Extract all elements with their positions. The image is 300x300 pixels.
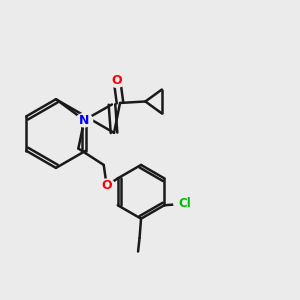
Ellipse shape bbox=[109, 74, 125, 87]
Ellipse shape bbox=[98, 179, 115, 193]
Ellipse shape bbox=[174, 195, 197, 213]
Text: O: O bbox=[112, 74, 122, 87]
Ellipse shape bbox=[76, 113, 93, 127]
Text: Cl: Cl bbox=[179, 197, 192, 210]
Text: O: O bbox=[101, 179, 112, 192]
Text: N: N bbox=[79, 114, 89, 127]
